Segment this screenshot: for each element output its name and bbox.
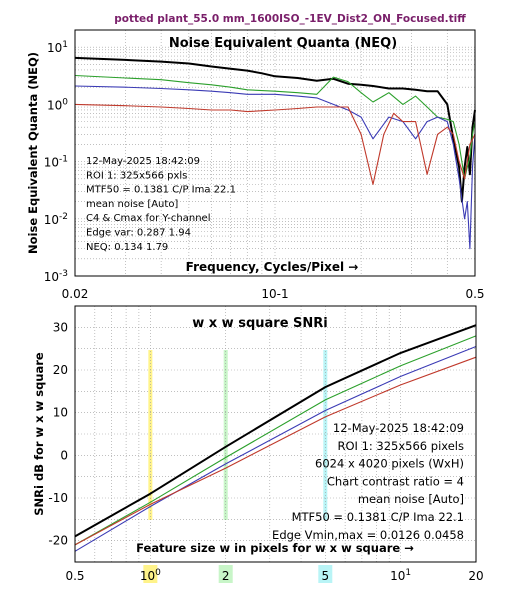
snri-x-tick-label: 20 [468, 569, 483, 583]
snri-y-tick-labels: -20 -10 0 10 20 30 [48, 320, 68, 547]
neq-xlabel: Frequency, Cycles/Pixel → [186, 260, 359, 274]
neq-annotation-line: mean noise [Auto] [86, 199, 178, 210]
neq-series-line-4 [74, 103, 476, 185]
snri-annotation-line: mean noise [Auto] [358, 492, 464, 506]
snri-y-tick-label: 30 [53, 320, 68, 334]
neq-annotation-line: Edge var: 0.287 1.94 [86, 228, 191, 239]
snri-annotation-line: Edge Vmin,max = 0.0126 0.0458 [272, 528, 464, 542]
snri-y-tick-label: 20 [53, 363, 68, 377]
neq-annotation-line: MTF50 = 0.1381 C/P Ima 22.1 [86, 185, 236, 196]
figure-title: potted plant_55.0 mm_1600ISO_-1EV_Dist2_… [114, 13, 466, 25]
snri-highlight-tick-3 [318, 565, 333, 583]
snri-annotations: 12-May-2025 18:42:09 ROI 1: 325x566 pixel… [272, 421, 464, 542]
snri-series-line-4 [74, 356, 477, 546]
neq-series [74, 56, 476, 250]
neq-ylabel: Noise Equivalent Quanta (NEQ) [26, 52, 40, 254]
snri-series-line-2 [74, 335, 477, 546]
snri-x-tick-label: 5 [321, 569, 329, 583]
neq-x-tick-label: 10-1 [261, 287, 288, 301]
snri-chart: w x w square SNRi Feature size w in pixe… [32, 305, 484, 583]
snri-y-tick-label: -10 [48, 491, 68, 505]
neq-annotation-line: ROI 1: 325x566 pxls [86, 170, 187, 181]
snri-x-tick-label: 2 [222, 569, 230, 583]
snri-series-line-3 [74, 345, 477, 552]
snri-xlabel: Feature size w in pixels for w x w squar… [136, 541, 414, 555]
neq-x-tick-label: 0.02 [62, 287, 89, 301]
snri-y-tick-label: -20 [48, 534, 68, 548]
snri-annotation-line: 12-May-2025 18:42:09 [333, 421, 464, 435]
neq-series-line-3 [74, 85, 476, 250]
neq-annotation-line: 12-May-2025 18:42:09 [86, 156, 200, 167]
neq-series-line-1 [74, 56, 476, 203]
neq-plot-frame [74, 29, 476, 277]
neq-x-tick-label: 0.5 [465, 287, 484, 301]
snri-highlight-tick-2 [218, 565, 233, 583]
neq-annotation-line: C4 & Cmax for Y-channel [86, 213, 210, 224]
neq-chart: Noise Equivalent Quanta (NEQ) Frequency,… [26, 29, 485, 301]
snri-highlight-tick-1 [143, 565, 158, 583]
neq-x-tick-labels: 0.02 10-1 0.5 [62, 287, 485, 301]
snri-plot-frame [74, 305, 477, 563]
snri-series-line-1 [74, 324, 477, 538]
snri-annotation-line: 6024 x 4020 pixels (WxH) [315, 457, 464, 471]
snri-y-tick-label: 0 [60, 448, 68, 462]
snri-title: w x w square SNRi [192, 316, 328, 331]
snri-annotation-line: MTF50 = 0.1381 C/P Ima 22.1 [292, 510, 464, 524]
neq-annotations: 12-May-2025 18:42:09 ROI 1: 325x566 pxls M… [86, 156, 236, 253]
snri-y-tick-label: 10 [53, 406, 68, 420]
snri-x-tick-label: 0.5 [65, 569, 84, 583]
snri-annotation-line: ROI 1: 325x566 pixels [337, 439, 464, 453]
snri-annotation-line: Chart contrast ratio = 4 [327, 474, 464, 488]
neq-series-line-2 [74, 74, 476, 180]
neq-title: Noise Equivalent Quanta (NEQ) [169, 36, 397, 51]
snri-series [74, 324, 477, 552]
snri-ylabel: SNRi dB for w x w square [32, 352, 46, 516]
neq-annotation-line: NEQ: 0.134 1.79 [86, 242, 168, 253]
